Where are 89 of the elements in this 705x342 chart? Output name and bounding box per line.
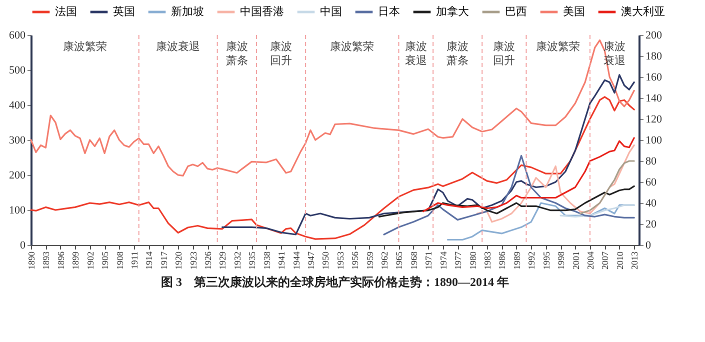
x-tick-label: 1923: [188, 251, 198, 270]
x-tick-label: 1983: [482, 251, 492, 270]
x-tick-label: 1986: [497, 251, 508, 270]
x-tick-label: 1962: [380, 252, 390, 270]
y-tick-label: 200: [9, 170, 26, 182]
x-tick-label: 1896: [56, 251, 66, 270]
y2-tick-label: 140: [646, 92, 662, 104]
x-tick-label: 1911: [129, 252, 140, 270]
x-tick-label: 1902: [85, 252, 96, 270]
x-tick-label: 1971: [424, 252, 434, 270]
x-tick-label: 1965: [394, 251, 404, 270]
legend-label: 美国: [563, 5, 585, 18]
y2-tick-label: 80: [646, 156, 657, 168]
x-tick-label: 1953: [335, 251, 346, 270]
x-tick-label: 1938: [262, 251, 272, 270]
line-series: [422, 137, 635, 212]
y-tick-label: 100: [9, 204, 26, 216]
x-tick-label: 1893: [41, 251, 52, 270]
x-tick-label: 1989: [512, 251, 522, 270]
y2-tick-label: 20: [646, 218, 657, 230]
x-tick-label: 1914: [144, 251, 154, 270]
line-series: [30, 96, 635, 240]
legend-label: 中国: [320, 5, 342, 18]
x-tick-label: 1899: [70, 251, 81, 270]
annotation: 康波衰退: [404, 40, 427, 67]
y2-tick-label: 60: [646, 176, 657, 188]
annotation: 康波萧条: [226, 40, 248, 67]
legend-label: 加拿大: [436, 5, 469, 18]
y-tick-label: 600: [9, 30, 26, 42]
y2-tick-label: 200: [646, 30, 662, 42]
x-tick-label: 1950: [320, 251, 331, 270]
y-tick-label: 0: [20, 240, 26, 252]
x-tick-label: 1980: [468, 251, 478, 270]
legend-label: 巴西: [505, 6, 527, 18]
line-series: [30, 39, 635, 176]
x-tick-label: 1992: [526, 252, 537, 270]
y2-tick-label: 180: [646, 50, 662, 62]
legend-label: 日本: [378, 5, 400, 18]
legend-label: 新加坡: [171, 5, 204, 18]
x-tick-label: 1977: [453, 251, 464, 270]
x-tick-label: 1944: [291, 251, 302, 270]
x-tick-label: 1974: [438, 251, 448, 270]
legend-label: 澳大利亚: [621, 5, 665, 18]
text: 图 3 第三次康波以来的全球房地产实际价格走势：1890—2014 年: [161, 275, 509, 289]
line-series: [579, 160, 635, 214]
line-series: [476, 144, 635, 223]
x-tick-label: 1956: [350, 251, 360, 270]
x-tick-label: 1929: [218, 251, 228, 270]
x-tick-label: 2001: [570, 252, 581, 270]
x-tick-label: 1995: [541, 251, 552, 270]
line-series: [383, 154, 635, 236]
legend-label: 英国: [113, 5, 135, 18]
annotation: 康波繁荣: [62, 40, 107, 53]
annotation: 康波衰退: [156, 40, 200, 53]
annotation: 康波繁荣: [330, 40, 374, 53]
annotation: 康波萧条: [446, 40, 469, 67]
x-tick-label: 1920: [174, 251, 184, 270]
x-tick-label: 1968: [408, 251, 419, 270]
line-series: [560, 204, 635, 218]
y2-tick-label: 160: [646, 72, 662, 84]
x-tick-label: 1917: [158, 251, 169, 270]
x-tick-label: 2013: [630, 251, 640, 270]
y2-tick-label: 40: [646, 198, 657, 210]
y2-tick-label: 100: [646, 134, 662, 146]
x-tick-label: 2010: [614, 251, 625, 270]
x-tick-label: 1932: [232, 252, 242, 270]
annotation: 康波繁荣: [536, 40, 580, 53]
line-series: [378, 185, 635, 218]
x-tick-label: 1905: [100, 251, 110, 270]
x-tick-label: 1908: [114, 251, 125, 270]
y2-tick-label: 0: [646, 240, 652, 252]
x-tick-label: 2007: [600, 251, 610, 270]
x-tick-label: 1926: [203, 251, 214, 270]
x-tick-label: 2004: [585, 251, 596, 270]
line-series: [221, 74, 635, 236]
x-tick-label: 1947: [306, 251, 316, 270]
y-tick-label: 500: [9, 64, 26, 76]
y2-tick-label: 120: [646, 114, 662, 126]
legend-label: 法国: [55, 5, 77, 18]
y-tick-label: 300: [9, 134, 26, 146]
x-tick-label: 1941: [276, 252, 287, 270]
x-tick-label: 1959: [364, 251, 375, 270]
y-tick-label: 400: [9, 100, 26, 112]
annotation: 康波回升: [493, 40, 516, 67]
x-tick-label: 1935: [247, 251, 258, 270]
x-tick-label: 1998: [556, 251, 566, 270]
legend-label: 中国香港: [240, 5, 284, 18]
annotation: 康波回升: [270, 40, 292, 67]
x-tick-label: 1890: [26, 251, 36, 270]
